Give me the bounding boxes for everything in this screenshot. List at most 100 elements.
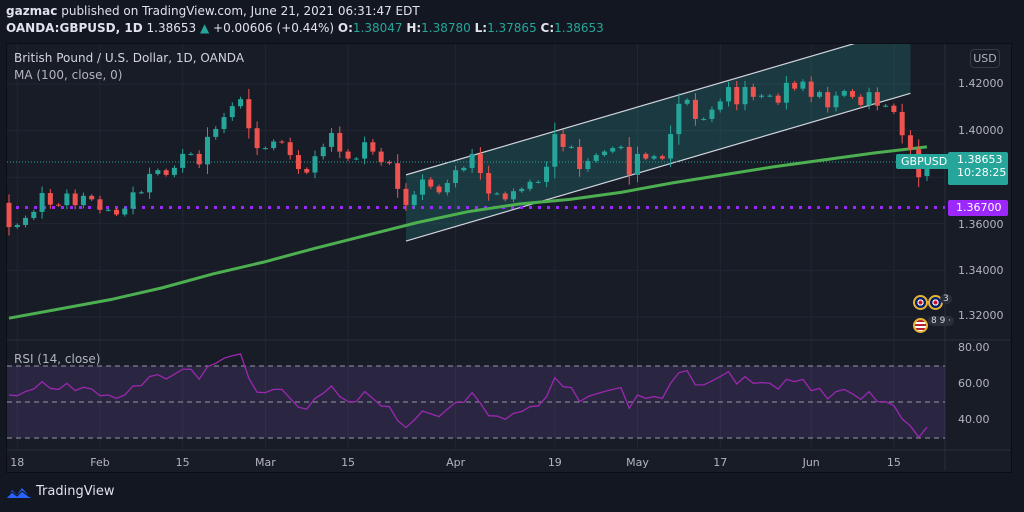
candle-body [577, 146, 583, 170]
candle-body [560, 134, 566, 147]
publish-text: published on TradingView.com, June 21, 2… [61, 4, 420, 18]
candle-body [312, 156, 318, 173]
candle-body [97, 199, 103, 210]
candle-body [924, 161, 930, 177]
x-tick: 15 [341, 456, 356, 469]
candle-body [39, 193, 45, 212]
candle-body [105, 209, 111, 211]
candle-body [825, 92, 831, 108]
candle-body [254, 128, 260, 149]
candle-body [196, 153, 202, 165]
candle-body [899, 111, 905, 136]
candle-body [31, 211, 37, 218]
candle-body [89, 195, 95, 200]
candle-body [378, 151, 384, 163]
candle-body [23, 217, 29, 225]
candle-body [411, 194, 417, 206]
candle-body [238, 99, 244, 107]
author[interactable]: gazmac [6, 4, 58, 18]
us-flag-icon[interactable] [913, 318, 928, 333]
chart-panel[interactable] [6, 43, 1012, 473]
candle-body [72, 193, 78, 206]
event-count-badge[interactable]: 8 9 · [928, 316, 955, 326]
candle-body [601, 151, 607, 156]
candle-body [593, 155, 599, 161]
ma-100-line [8, 145, 928, 320]
candle-body [246, 99, 252, 129]
x-tick: 19 [547, 456, 562, 469]
rsi-tick: 40.00 [958, 413, 990, 426]
y-tick: 1.34000 [958, 264, 1004, 277]
candle-body [850, 90, 856, 97]
event-count-badge[interactable]: 3 [940, 294, 952, 304]
candle-body [610, 148, 616, 152]
x-tick: 18 [10, 456, 25, 469]
candle-body [858, 96, 864, 105]
candle-body [775, 95, 781, 103]
candle-body [114, 209, 120, 215]
candle-body [403, 188, 409, 206]
rsi-tick: 60.00 [958, 377, 990, 390]
candle-body [527, 181, 533, 189]
candle-body [635, 153, 641, 175]
candle-body [568, 146, 574, 148]
candle-body [461, 167, 467, 171]
candle-body [618, 146, 624, 149]
ma-legend[interactable]: MA (100, close, 0) [14, 68, 123, 82]
chart-title: British Pound / U.S. Dollar, 1D, OANDA [14, 51, 245, 65]
candle-body [64, 193, 70, 206]
logo-text: TradingView [36, 484, 115, 499]
rsi-legend[interactable]: RSI (14, close) [14, 352, 101, 366]
candle-body [833, 95, 839, 108]
close-value: 1.38653 [554, 21, 604, 35]
x-tick: Mar [254, 456, 276, 469]
candle-body [395, 163, 401, 189]
price-badge-value: 1.38653 [957, 153, 1003, 166]
candle-body [287, 142, 293, 156]
candle-body [759, 95, 765, 97]
uk-flag-icon[interactable] [913, 295, 928, 310]
candle-body [477, 153, 483, 174]
x-tick: Apr [446, 456, 466, 469]
x-tick: 15 [175, 456, 190, 469]
candle-body [130, 192, 136, 209]
up-arrow-icon: ▲ [199, 21, 210, 35]
x-tick: Feb [90, 456, 110, 469]
symbol: OANDA:GBPUSD, 1D [6, 21, 143, 35]
candle-body [453, 170, 459, 184]
candle-body [469, 153, 475, 168]
x-tick: 15 [886, 456, 901, 469]
candle-body [428, 179, 434, 187]
price-badge-countdown: 10:28:25 [957, 166, 1007, 179]
candle-body [80, 195, 86, 206]
publish-info: gazmac published on TradingView.com, Jun… [6, 4, 420, 18]
candle-body [535, 181, 541, 183]
candle-body [320, 146, 326, 157]
last-price: 1.38653 [146, 21, 197, 35]
channel-upper-line [405, 44, 856, 176]
candle-body [841, 90, 847, 96]
currency-button[interactable]: USD [970, 49, 1000, 68]
candle-body [510, 191, 516, 200]
tradingview-logo[interactable]: TradingView [6, 484, 115, 499]
candle-body [643, 153, 649, 159]
candle-body [47, 193, 53, 205]
candle-body [221, 117, 227, 129]
candle-body [262, 148, 268, 150]
candle-body [519, 188, 525, 192]
rsi-tick: 80.00 [958, 341, 990, 354]
candle-body [767, 95, 773, 97]
candle-body [155, 170, 161, 174]
hline-badge[interactable]: 1.36700 [948, 200, 1008, 216]
candle-body [626, 146, 632, 175]
candle-body [808, 81, 814, 97]
candle-body [692, 99, 698, 119]
candle-body [6, 202, 12, 228]
price-change: +0.00606 (+0.44%) [213, 21, 335, 35]
candle-body [345, 151, 351, 159]
candle-body [585, 160, 591, 170]
candle-body [651, 156, 657, 159]
candle-body [229, 106, 235, 118]
candle-body [180, 153, 186, 168]
